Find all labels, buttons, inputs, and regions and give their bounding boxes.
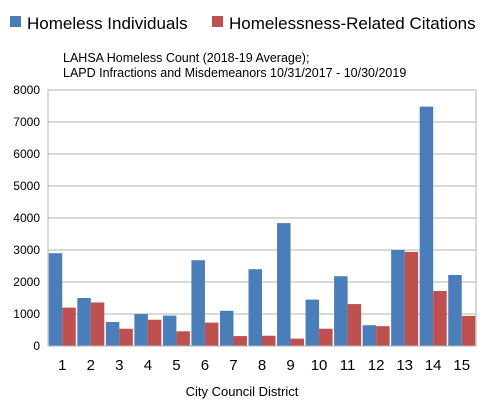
- bar-homeless-individuals-district-14: [419, 106, 434, 346]
- bar-homeless-individuals-district-9: [277, 223, 291, 346]
- bar-homeless-individuals-district-2: [77, 298, 91, 346]
- x-tick-label: 13: [396, 357, 413, 374]
- bar-citations-district-12: [376, 326, 390, 346]
- y-tick-label: 4000: [13, 211, 40, 225]
- bar-homeless-individuals-district-10: [305, 299, 320, 346]
- bar-citations-district-13: [404, 251, 419, 346]
- x-tick-label: 5: [172, 357, 180, 374]
- bar-citations-district-1: [62, 307, 76, 346]
- y-tick-label: 3000: [13, 243, 40, 257]
- y-tick-label: 8000: [13, 83, 40, 97]
- bar-citations-district-8: [262, 335, 276, 346]
- x-axis-label: City Council District: [186, 384, 299, 399]
- legend-swatch-homelessness-related-citations: [212, 16, 223, 27]
- x-tick-label: 12: [368, 357, 385, 374]
- x-tick-label: 6: [201, 357, 209, 374]
- x-tick-label: 11: [340, 357, 356, 374]
- bar-homeless-individuals-district-3: [105, 322, 120, 346]
- bar-citations-district-4: [147, 319, 162, 346]
- bar-citations-district-3: [119, 328, 133, 346]
- bar-homeless-individuals-district-12: [362, 325, 377, 346]
- bar-homeless-individuals-district-13: [391, 250, 405, 346]
- bar-homeless-individuals-district-4: [134, 314, 148, 346]
- x-tick-label: 15: [453, 357, 470, 374]
- y-axis-ticks: 0 1000 2000 3000 4000 5000 6000 7000 8000: [13, 83, 40, 353]
- x-tick-label: 4: [144, 357, 152, 374]
- y-tick-label: 5000: [13, 179, 40, 193]
- legend-swatch-homeless-individuals: [10, 16, 21, 27]
- bar-citations-district-7: [233, 336, 247, 346]
- plot-frame: [47, 89, 477, 347]
- bar-citations-district-9: [290, 338, 305, 346]
- bars: [48, 106, 476, 346]
- legend-label-homeless-individuals: Homeless Individuals: [27, 14, 188, 33]
- x-tick-label: 9: [286, 357, 294, 374]
- bar-homeless-individuals-district-5: [162, 315, 177, 346]
- bar-citations-district-14: [433, 290, 447, 346]
- bar-citations-district-10: [319, 328, 333, 346]
- bar-citations-district-2: [90, 302, 105, 346]
- y-tick-label: 0: [33, 339, 40, 353]
- bar-homeless-individuals-district-15: [448, 274, 462, 346]
- bar-homeless-individuals-district-11: [334, 276, 348, 346]
- bar-citations-district-5: [176, 331, 190, 346]
- bar-homeless-individuals-district-6: [191, 260, 205, 346]
- y-tick-label: 1000: [13, 307, 40, 321]
- y-tick-label: 6000: [13, 147, 40, 161]
- chart-title-line-1: LAHSA Homeless Count (2018-19 Average);: [63, 51, 309, 65]
- bar-citations-district-11: [347, 304, 362, 346]
- bar-homeless-individuals-district-8: [248, 269, 262, 346]
- legend: Homeless Individuals Homelessness-Relate…: [10, 14, 476, 33]
- x-tick-label: 1: [58, 357, 66, 374]
- bar-citations-district-6: [204, 322, 219, 346]
- x-tick-label: 14: [425, 357, 442, 374]
- x-tick-label: 10: [311, 357, 328, 374]
- x-tick-label: 2: [87, 357, 95, 374]
- x-tick-label: 8: [258, 357, 266, 374]
- y-tick-label: 2000: [13, 275, 40, 289]
- x-tick-label: 3: [115, 357, 123, 374]
- bar-homeless-individuals-district-7: [219, 310, 234, 346]
- chart-title-line-2: LAPD Infractions and Misdemeanors 10/31/…: [63, 66, 406, 80]
- x-tick-label: 7: [229, 357, 237, 374]
- y-tick-label: 7000: [13, 115, 40, 129]
- bar-homeless-individuals-district-1: [48, 253, 63, 346]
- x-axis-ticks: 1 2 3 4 5 6 7 8 9 10 11 12 13 14 15: [58, 357, 470, 374]
- legend-label-homelessness-related-citations: Homelessness-Related Citations: [229, 14, 476, 33]
- bar-citations-district-15: [461, 315, 476, 346]
